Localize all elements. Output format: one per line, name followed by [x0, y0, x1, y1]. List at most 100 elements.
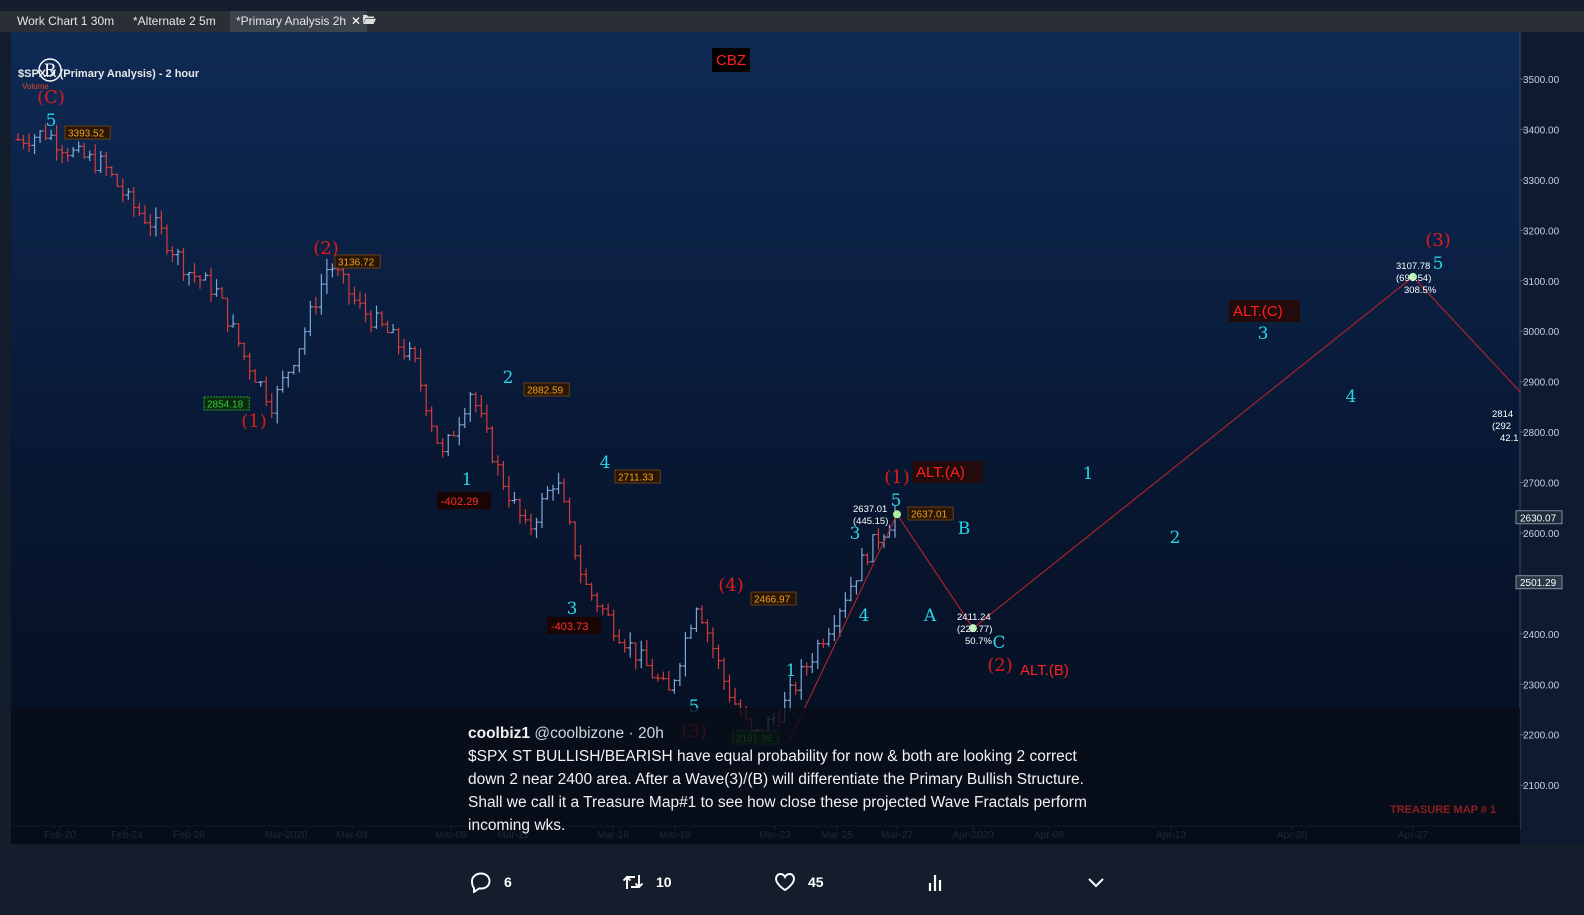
- ohlc-bar: [616, 628, 622, 644]
- svg-text:42.1: 42.1: [1500, 433, 1519, 444]
- reply-button[interactable]: 6: [470, 871, 512, 893]
- ohlc-bar: [649, 658, 655, 679]
- ohlc-bar: [567, 497, 573, 525]
- ohlc-bar: [484, 404, 490, 433]
- ohlc-bar: [815, 639, 821, 669]
- ohlc-bar: [715, 644, 721, 669]
- ohlc-bar: [258, 380, 264, 387]
- ohlc-bar: [158, 210, 164, 235]
- ohlc-bar: [324, 258, 330, 294]
- ohlc-bar: [589, 582, 595, 601]
- price-box: 2882.59: [523, 382, 570, 397]
- tweet: coolbiz1 @coolbizone · 20h $SPX ST BULLI…: [468, 722, 1128, 837]
- delta-label: -402.29: [437, 492, 492, 509]
- ohlc-bar: [92, 144, 98, 174]
- wave-label: (2): [987, 655, 1013, 676]
- ohlc-bar: [848, 576, 854, 602]
- price-axis-background: [1520, 32, 1584, 844]
- ohlc-bar: [164, 224, 170, 255]
- ohlc-bar: [368, 310, 374, 333]
- ohlc-bar: [214, 279, 220, 297]
- like-button[interactable]: 45: [774, 871, 824, 893]
- svg-text:2814: 2814: [1492, 409, 1513, 420]
- ohlc-bar: [418, 348, 424, 392]
- tab-label: *Primary Analysis 2h: [236, 14, 347, 28]
- ohlc-bar: [473, 391, 479, 413]
- ohlc-bar: [396, 327, 402, 355]
- ohlc-bar: [219, 286, 225, 299]
- ohlc-bar: [710, 627, 716, 659]
- ohlc-bar: [804, 662, 810, 676]
- retweet-button[interactable]: 10: [622, 871, 672, 893]
- alt-label: ALT.(C): [1229, 300, 1300, 322]
- wave-label: C: [992, 633, 1005, 653]
- close-icon[interactable]: ✕: [351, 14, 362, 28]
- ohlc-bar: [842, 592, 848, 618]
- ohlc-bar: [727, 674, 733, 703]
- ohlc-bar: [291, 364, 297, 375]
- ohlc-bar: [26, 133, 32, 152]
- analytics-button[interactable]: [926, 871, 958, 893]
- tab-work-chart[interactable]: Work Chart 1 30m: [11, 11, 120, 32]
- ohlc-bar: [445, 434, 451, 457]
- folder-open-icon[interactable]: [363, 11, 376, 32]
- svg-text:ALT.(A): ALT.(A): [916, 464, 965, 481]
- ohlc-bar: [500, 460, 506, 491]
- current-price-marker: [1515, 510, 1563, 525]
- wave-label: 3: [850, 524, 861, 544]
- ohlc-bar: [37, 130, 43, 143]
- ohlc-bar: [721, 657, 727, 690]
- ohlc-bar: [15, 133, 21, 142]
- tweet-author-handle[interactable]: @coolbizone: [534, 725, 625, 742]
- y-tick-label: 2600.00: [1523, 529, 1560, 540]
- ohlc-bar: [539, 492, 545, 529]
- ohlc-bar: [103, 151, 109, 176]
- ohlc-bar: [556, 472, 562, 494]
- current-price-label: 2630.07: [1520, 513, 1557, 524]
- wave-label: 3: [567, 599, 578, 619]
- ohlc-bar: [622, 639, 628, 653]
- ohlc-bar: [655, 673, 661, 682]
- tab-primary-analysis[interactable]: *Primary Analysis 2h ✕: [230, 11, 368, 32]
- ohlc-bar: [296, 348, 302, 373]
- ohlc-bar: [699, 605, 705, 624]
- ohlc-bar: [54, 124, 60, 161]
- svg-text:-402.29: -402.29: [441, 496, 478, 508]
- ohlc-bar: [522, 508, 528, 524]
- ohlc-bar: [120, 178, 126, 203]
- ohlc-bar: [644, 640, 650, 667]
- ohlc-bar: [793, 681, 799, 695]
- ohlc-bar: [43, 123, 49, 140]
- ohlc-bar: [511, 491, 517, 504]
- more-options-button[interactable]: [1086, 871, 1118, 893]
- y-tick-label: 2700.00: [1523, 479, 1560, 490]
- ohlc-bar: [236, 323, 242, 347]
- svg-text:2637.01: 2637.01: [911, 510, 948, 521]
- ohlc-bar: [269, 393, 275, 419]
- tweet-time[interactable]: · 20h: [628, 725, 664, 742]
- ohlc-bar: [677, 663, 683, 687]
- tweet-author-name[interactable]: coolbiz1: [468, 725, 531, 742]
- wave-label: B: [958, 519, 971, 539]
- svg-text:-403.73: -403.73: [551, 621, 588, 633]
- tab-label: Work Chart 1 30m: [17, 14, 115, 28]
- ohlc-bar: [583, 568, 589, 585]
- ohlc-bar: [192, 263, 198, 283]
- volume-label: Volume: [22, 82, 49, 91]
- current-price-label: 2501.29: [1520, 578, 1557, 589]
- ohlc-bar: [252, 369, 258, 383]
- price-box: 2711.33: [614, 469, 661, 484]
- like-count: 45: [808, 874, 824, 890]
- y-axis: 3500.00 3400.00 3300.00 3200.00 3100.00 3000.…: [1515, 75, 1563, 792]
- svg-text:2882.59: 2882.59: [527, 386, 564, 397]
- ohlc-bar: [605, 603, 611, 616]
- ohlc-bar: [70, 146, 76, 158]
- wave-label: (4): [718, 575, 744, 596]
- y-tick-label: 2900.00: [1523, 378, 1560, 389]
- ohlc-bar: [357, 291, 363, 309]
- ohlc-bar: [831, 615, 837, 641]
- ohlc-bar: [390, 324, 396, 334]
- tab-alternate[interactable]: *Alternate 2 5m: [127, 11, 222, 32]
- ohlc-bar: [401, 338, 407, 360]
- ohlc-bar: [456, 416, 462, 446]
